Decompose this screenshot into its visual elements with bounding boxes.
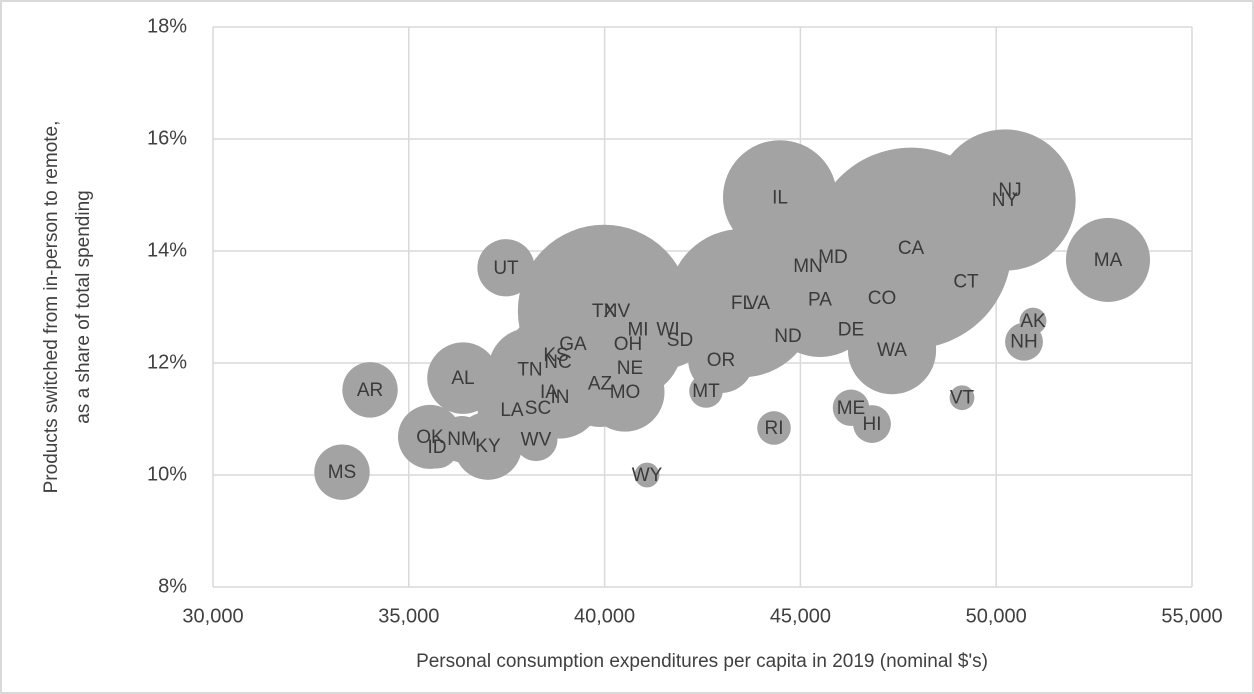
x-tick-label: 50,000 bbox=[966, 605, 1027, 627]
bubble bbox=[314, 444, 370, 500]
y-tick-label: 12% bbox=[147, 351, 187, 373]
point-label: SD bbox=[667, 330, 693, 351]
point-label: WY bbox=[632, 465, 663, 486]
point-label: MT bbox=[692, 381, 720, 402]
x-axis-label: Personal consumption expenditures per ca… bbox=[416, 651, 988, 672]
bubble bbox=[769, 227, 847, 305]
y-axis-label: as a share of total spending bbox=[73, 190, 94, 423]
point-label: NV bbox=[604, 301, 631, 322]
point-label: ME bbox=[837, 398, 866, 419]
bubble bbox=[935, 250, 997, 312]
point-label: VA bbox=[746, 293, 770, 314]
point-label: IL bbox=[772, 187, 788, 208]
point-label: LA bbox=[500, 400, 524, 421]
point-label: AK bbox=[1020, 311, 1046, 332]
bubble bbox=[477, 239, 535, 297]
bubble bbox=[834, 313, 867, 346]
point-label: HI bbox=[862, 414, 881, 435]
point-label: DE bbox=[838, 319, 864, 340]
x-tick-label: 55,000 bbox=[1161, 605, 1222, 627]
point-label: ID bbox=[427, 437, 446, 458]
y-axis-label: Products switched from in-person to remo… bbox=[41, 121, 62, 494]
point-label: WV bbox=[521, 430, 552, 451]
point-label: KY bbox=[475, 436, 501, 457]
point-label: MD bbox=[818, 247, 848, 268]
point-label: NY bbox=[992, 190, 1019, 211]
bubble bbox=[342, 362, 398, 418]
point-label: SC bbox=[525, 398, 551, 419]
bubble bbox=[949, 385, 975, 411]
x-tick-label: 35,000 bbox=[378, 605, 439, 627]
point-label: MO bbox=[610, 382, 641, 403]
y-tick-label: 10% bbox=[147, 463, 187, 485]
bubble bbox=[634, 462, 660, 488]
point-label: ND bbox=[774, 326, 801, 347]
bubble bbox=[757, 411, 791, 445]
point-label: UT bbox=[493, 258, 519, 279]
point-label: MN bbox=[793, 256, 823, 277]
bubble bbox=[689, 374, 723, 408]
bubble bbox=[1019, 307, 1047, 335]
bubble bbox=[514, 418, 558, 462]
y-tick-label: 14% bbox=[147, 239, 187, 261]
bubble bbox=[607, 345, 653, 391]
point-label: CA bbox=[898, 238, 925, 259]
point-label: TN bbox=[517, 360, 542, 381]
point-label: RI bbox=[765, 418, 784, 439]
y-tick-label: 16% bbox=[147, 127, 187, 149]
point-label: FL bbox=[731, 293, 753, 314]
point-label: NC bbox=[544, 352, 571, 373]
point-label: OH bbox=[614, 334, 643, 355]
bubble bbox=[1065, 217, 1151, 302]
point-label: NM bbox=[447, 429, 477, 450]
point-label: NE bbox=[617, 358, 643, 379]
bubble bbox=[832, 389, 870, 427]
point-label: CO bbox=[868, 288, 897, 309]
point-label: MI bbox=[627, 319, 648, 340]
point-label: IA bbox=[540, 382, 558, 403]
point-label: AR bbox=[357, 380, 383, 401]
bubble bbox=[664, 324, 696, 356]
point-label: NH bbox=[1010, 332, 1037, 353]
point-label: TX bbox=[592, 301, 617, 322]
bubbles bbox=[314, 129, 1151, 500]
point-label: WA bbox=[877, 340, 907, 361]
y-tick-label: 8% bbox=[158, 575, 187, 597]
y-tick-label: 18% bbox=[147, 15, 187, 37]
point-label: OK bbox=[416, 427, 444, 448]
bubble bbox=[722, 140, 838, 255]
point-label: IN bbox=[550, 387, 569, 408]
point-label: VT bbox=[950, 388, 975, 409]
point-label: CT bbox=[953, 271, 979, 292]
point-label: KS bbox=[543, 345, 568, 366]
point-label: GA bbox=[559, 334, 587, 355]
point-label: AZ bbox=[588, 374, 613, 395]
point-label: WI bbox=[656, 319, 679, 340]
point-label: MS bbox=[328, 462, 357, 483]
point-label: PA bbox=[808, 290, 832, 311]
bubble bbox=[528, 327, 584, 383]
point-label: AL bbox=[451, 368, 474, 389]
bubble bbox=[962, 142, 1058, 238]
bubble bbox=[415, 425, 459, 469]
point-label: MA bbox=[1094, 250, 1123, 271]
bubble bbox=[588, 282, 646, 340]
bubble bbox=[843, 259, 921, 337]
x-tick-label: 40,000 bbox=[574, 605, 635, 627]
point-label: NJ bbox=[998, 180, 1021, 201]
x-tick-label: 45,000 bbox=[770, 605, 831, 627]
point-label: OR bbox=[707, 350, 736, 371]
bubble bbox=[773, 321, 803, 351]
x-tick-label: 30,000 bbox=[182, 605, 243, 627]
